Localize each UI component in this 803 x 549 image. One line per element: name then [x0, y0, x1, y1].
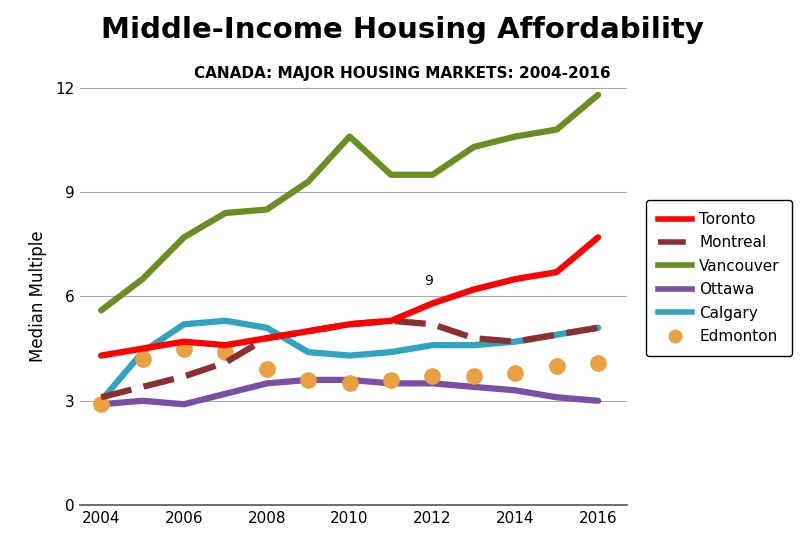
Y-axis label: Median Multiple: Median Multiple — [29, 231, 47, 362]
Text: 9: 9 — [424, 274, 433, 288]
Text: Middle-Income Housing Affordability: Middle-Income Housing Affordability — [100, 16, 703, 44]
Text: CANADA: MAJOR HOUSING MARKETS: 2004-2016: CANADA: MAJOR HOUSING MARKETS: 2004-2016 — [194, 66, 609, 81]
Legend: Toronto, Montreal, Vancouver, Ottawa, Calgary, Edmonton: Toronto, Montreal, Vancouver, Ottawa, Ca… — [645, 200, 791, 356]
